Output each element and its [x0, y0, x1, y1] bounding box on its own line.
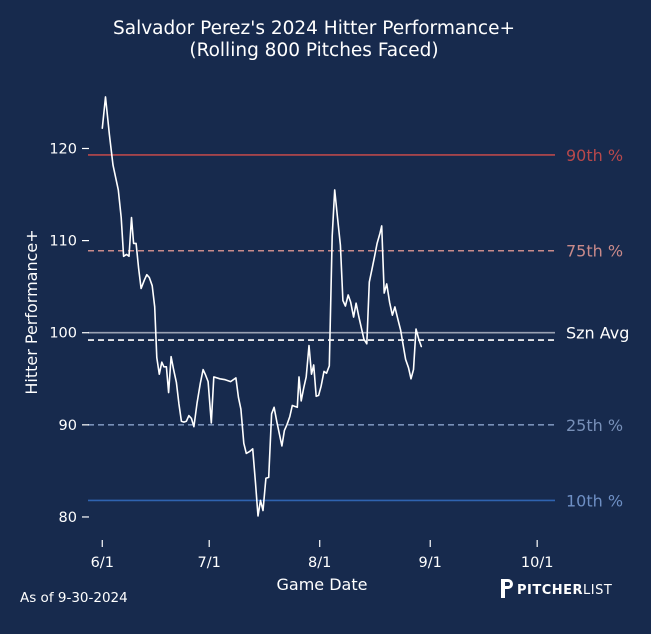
x-tick-label-8-1: 8/1: [308, 555, 331, 571]
x-tick-label-9-1: 9/1: [419, 555, 442, 571]
series-line-0: [101, 96, 423, 517]
pitcherlist-logo-icon: [501, 579, 513, 598]
x-axis: 6/1 7/1 8/1 9/1 10/1: [91, 540, 554, 571]
reference-lines: 90th % 75th % Szn Avg 25th % 10th %: [88, 146, 629, 510]
ref-label-25th: 25th %: [566, 416, 623, 435]
series-group: [101, 96, 423, 517]
y-axis-label: Hitter Performance+: [22, 229, 41, 394]
y-tick-label-80: 80: [59, 510, 77, 526]
pitcherlist-logo: PITCHERLIST: [501, 579, 612, 598]
y-tick-label-90: 90: [59, 418, 77, 434]
y-tick-label-110: 110: [49, 234, 77, 250]
chart-title: Salvador Perez's 2024 Hitter Performance…: [113, 18, 515, 39]
ref-label-90th: 90th %: [566, 146, 623, 165]
ref-label-szn-avg: Szn Avg: [566, 324, 629, 343]
brand-suffix: LIST: [583, 583, 612, 598]
chart-subtitle: (Rolling 800 Pitches Faced): [189, 40, 438, 61]
y-tick-label-100: 100: [49, 326, 77, 342]
x-axis-label: Game Date: [277, 575, 368, 594]
y-tick-label-120: 120: [49, 141, 77, 157]
x-tick-label-10-1: 10/1: [521, 555, 554, 571]
y-axis: 80 90 100 110 120: [49, 141, 89, 526]
ref-label-75th: 75th %: [566, 242, 623, 261]
brand-prefix: PITCHER: [517, 583, 583, 598]
x-tick-label-7-1: 7/1: [198, 555, 221, 571]
svg-text:PITCHERLIST: PITCHERLIST: [517, 583, 612, 598]
as-of-note: As of 9-30-2024: [20, 590, 128, 606]
x-tick-label-6-1: 6/1: [91, 555, 114, 571]
ref-label-10th: 10th %: [566, 491, 623, 510]
